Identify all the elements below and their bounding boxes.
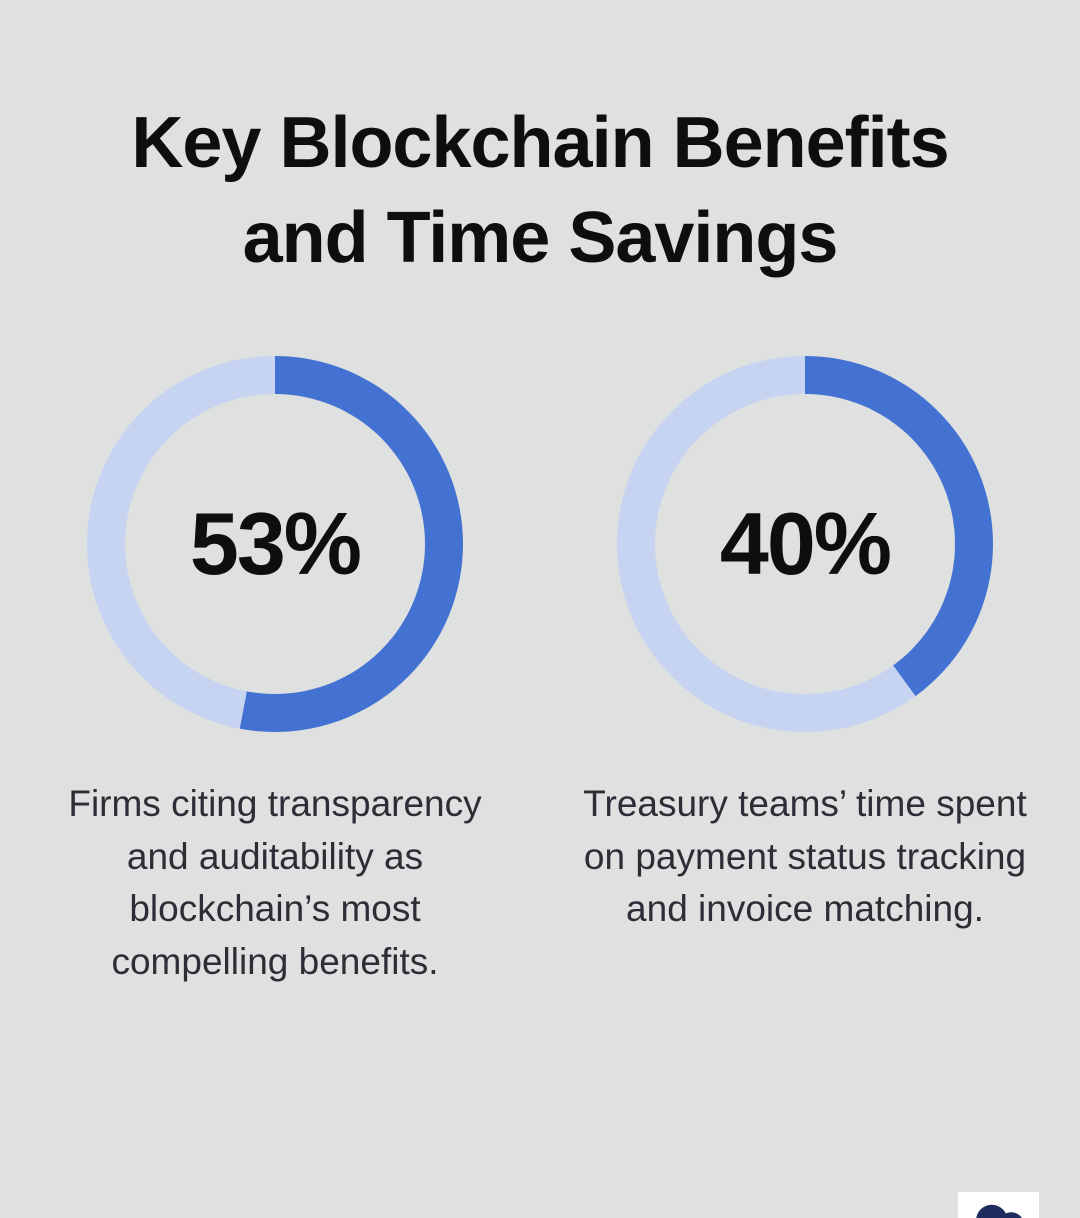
donut-chart-transparency: 53% [87,356,463,733]
chart-caption-transparency: Firms citing transparency and auditabili… [68,783,482,982]
chart-column-treasury: 40% Treasury teams’ time spent on paymen… [570,356,1040,988]
web3-enabler-logo: Web3 Enabler [958,1192,1039,1218]
page-title-line1: Key Blockchain Benefits [131,103,949,183]
page-title: Key Blockchain Benefits and Time Savings [0,96,1080,286]
donut-chart-treasury: 40% [617,356,993,733]
donut-hole: 53% [125,394,425,695]
percent-label: 53% [189,494,362,594]
percent-label: 40% [719,494,892,594]
page-title-line2: and Time Savings [242,198,839,279]
cloud-icon [976,1204,1022,1218]
donut-hole: 40% [655,394,955,695]
charts-row: 53% Firms citing transparency and audita… [0,356,1080,988]
chart-column-transparency: 53% Firms citing transparency and audita… [40,356,510,988]
chart-caption-treasury: Treasury teams’ time spent on payment st… [583,783,1027,930]
